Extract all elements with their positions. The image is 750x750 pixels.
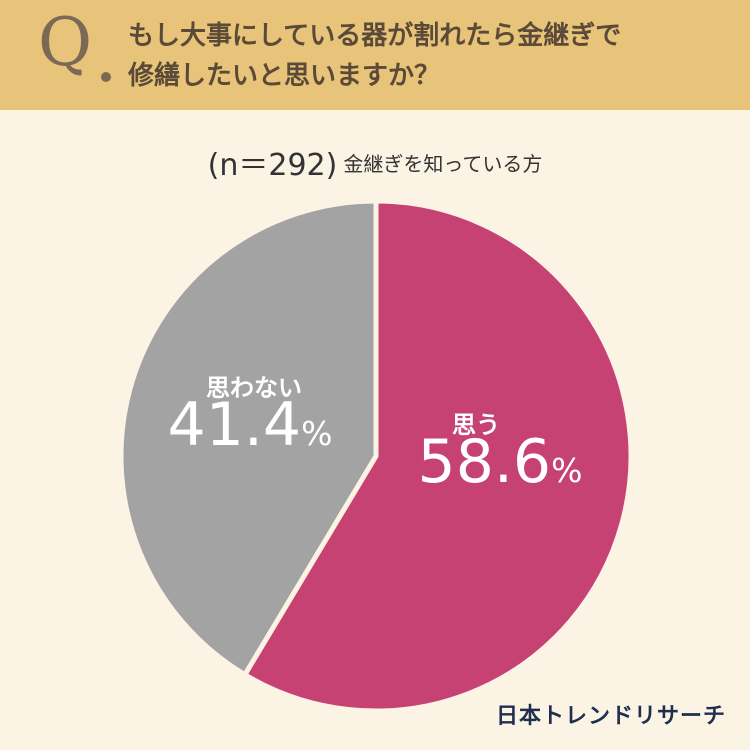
pie-slice-1 bbox=[242, 198, 634, 714]
q-mark: Q bbox=[38, 4, 93, 81]
slice-value-2: 41.4% bbox=[168, 390, 333, 460]
pie-slice-2 bbox=[118, 198, 379, 678]
respondent-group: 金継ぎを知っている方 bbox=[343, 151, 543, 176]
question-line-2: 修繕したいと思いますか？ bbox=[128, 61, 441, 91]
brand-logo: 日本トレンドリサーチ bbox=[495, 704, 726, 729]
slice-value-1: 58.6% bbox=[418, 427, 583, 497]
question-line-1: もし大事にしている器が割れたら金継ぎで bbox=[128, 21, 622, 51]
sample-size: (n＝292) bbox=[207, 148, 338, 183]
slice-label-1: 思う bbox=[452, 411, 500, 439]
question-header: Q もし大事にしている器が割れたら金継ぎで 修繕したいと思いますか？ bbox=[0, 0, 750, 110]
chart-subtitle: (n＝292) 金継ぎを知っている方 bbox=[0, 140, 750, 184]
slice-label-2: 思わない bbox=[206, 374, 302, 402]
question-text: もし大事にしている器が割れたら金継ぎで 修繕したいと思いますか？ bbox=[128, 16, 728, 96]
q-dot bbox=[101, 72, 111, 82]
